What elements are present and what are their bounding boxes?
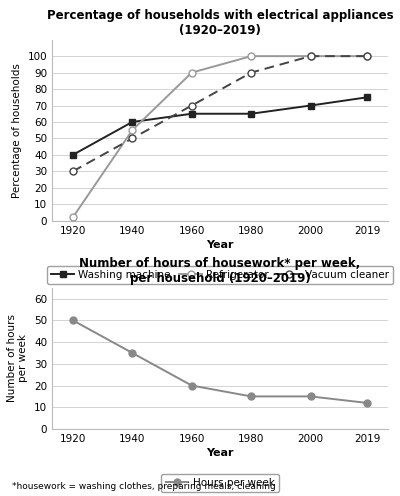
Y-axis label: Percentage of households: Percentage of households xyxy=(12,63,22,197)
Legend: Washing machine, Refrigerator, Vacuum cleaner: Washing machine, Refrigerator, Vacuum cl… xyxy=(47,266,393,284)
X-axis label: Year: Year xyxy=(206,240,234,250)
Title: Number of hours of housework* per week,
per household (1920–2019): Number of hours of housework* per week, … xyxy=(79,257,361,285)
Legend: Hours per week: Hours per week xyxy=(161,474,279,492)
Y-axis label: Number of hours
per week: Number of hours per week xyxy=(7,314,28,402)
Text: *housework = washing clothes, preparing meals, cleaning: *housework = washing clothes, preparing … xyxy=(12,482,276,491)
X-axis label: Year: Year xyxy=(206,448,234,458)
Title: Percentage of households with electrical appliances
(1920–2019): Percentage of households with electrical… xyxy=(47,9,393,37)
